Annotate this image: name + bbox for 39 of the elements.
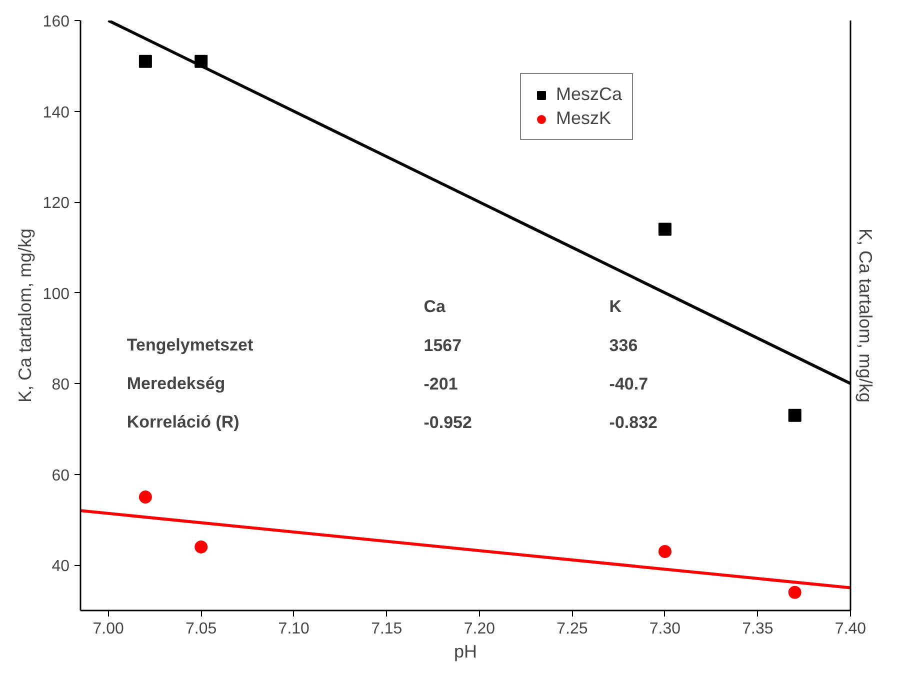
annotation: -0.832 bbox=[609, 413, 658, 432]
y-tick-label: 100 bbox=[42, 286, 70, 303]
x-tick-label: 7.20 bbox=[464, 620, 496, 638]
annotation: 336 bbox=[609, 336, 638, 355]
point bbox=[194, 540, 208, 554]
x-tick-label: 7.25 bbox=[556, 620, 588, 638]
annotation: -0.952 bbox=[424, 413, 472, 432]
point bbox=[138, 54, 152, 68]
y-tick-label: 160 bbox=[42, 14, 70, 30]
legend-label: MeszK bbox=[556, 108, 612, 129]
x-tick-label: 7.40 bbox=[834, 620, 866, 638]
x-tick-label: 7.35 bbox=[742, 620, 774, 638]
point bbox=[138, 490, 152, 504]
annotation: Tengelymetszet bbox=[126, 336, 254, 354]
y-tick-label: 80 bbox=[52, 376, 70, 394]
y2-axis-title: K, Ca tartalom, mg/kg bbox=[856, 228, 876, 403]
annotation: K bbox=[609, 296, 622, 316]
y-tick-label: 120 bbox=[42, 195, 70, 212]
x-axis-title: pH bbox=[454, 642, 478, 662]
annotation: Ca bbox=[424, 296, 446, 316]
annotation: Korreláció (R) bbox=[126, 412, 240, 432]
x-tick-label: 7.05 bbox=[186, 620, 217, 638]
annotation: Meredekség bbox=[126, 374, 226, 394]
legend-label: MeszCa bbox=[556, 84, 622, 105]
y-axis-title: K, Ca tartalom, mg/kg bbox=[14, 228, 35, 403]
annotation: -40.7 bbox=[609, 374, 648, 394]
y-tick-label: 140 bbox=[42, 104, 70, 122]
point bbox=[788, 586, 802, 599]
point bbox=[788, 408, 802, 422]
x-tick-label: 7.00 bbox=[92, 620, 124, 638]
point bbox=[658, 545, 672, 558]
x-tick-label: 7.30 bbox=[649, 620, 681, 638]
y-tick-label: 60 bbox=[52, 467, 70, 484]
y-tick-label: 40 bbox=[52, 558, 70, 576]
annotation: -201 bbox=[424, 374, 458, 394]
annotation: 1567 bbox=[424, 336, 462, 355]
point bbox=[658, 222, 672, 236]
x-tick-label: 7.10 bbox=[278, 620, 310, 638]
x-tick-label: 7.15 bbox=[371, 620, 402, 638]
